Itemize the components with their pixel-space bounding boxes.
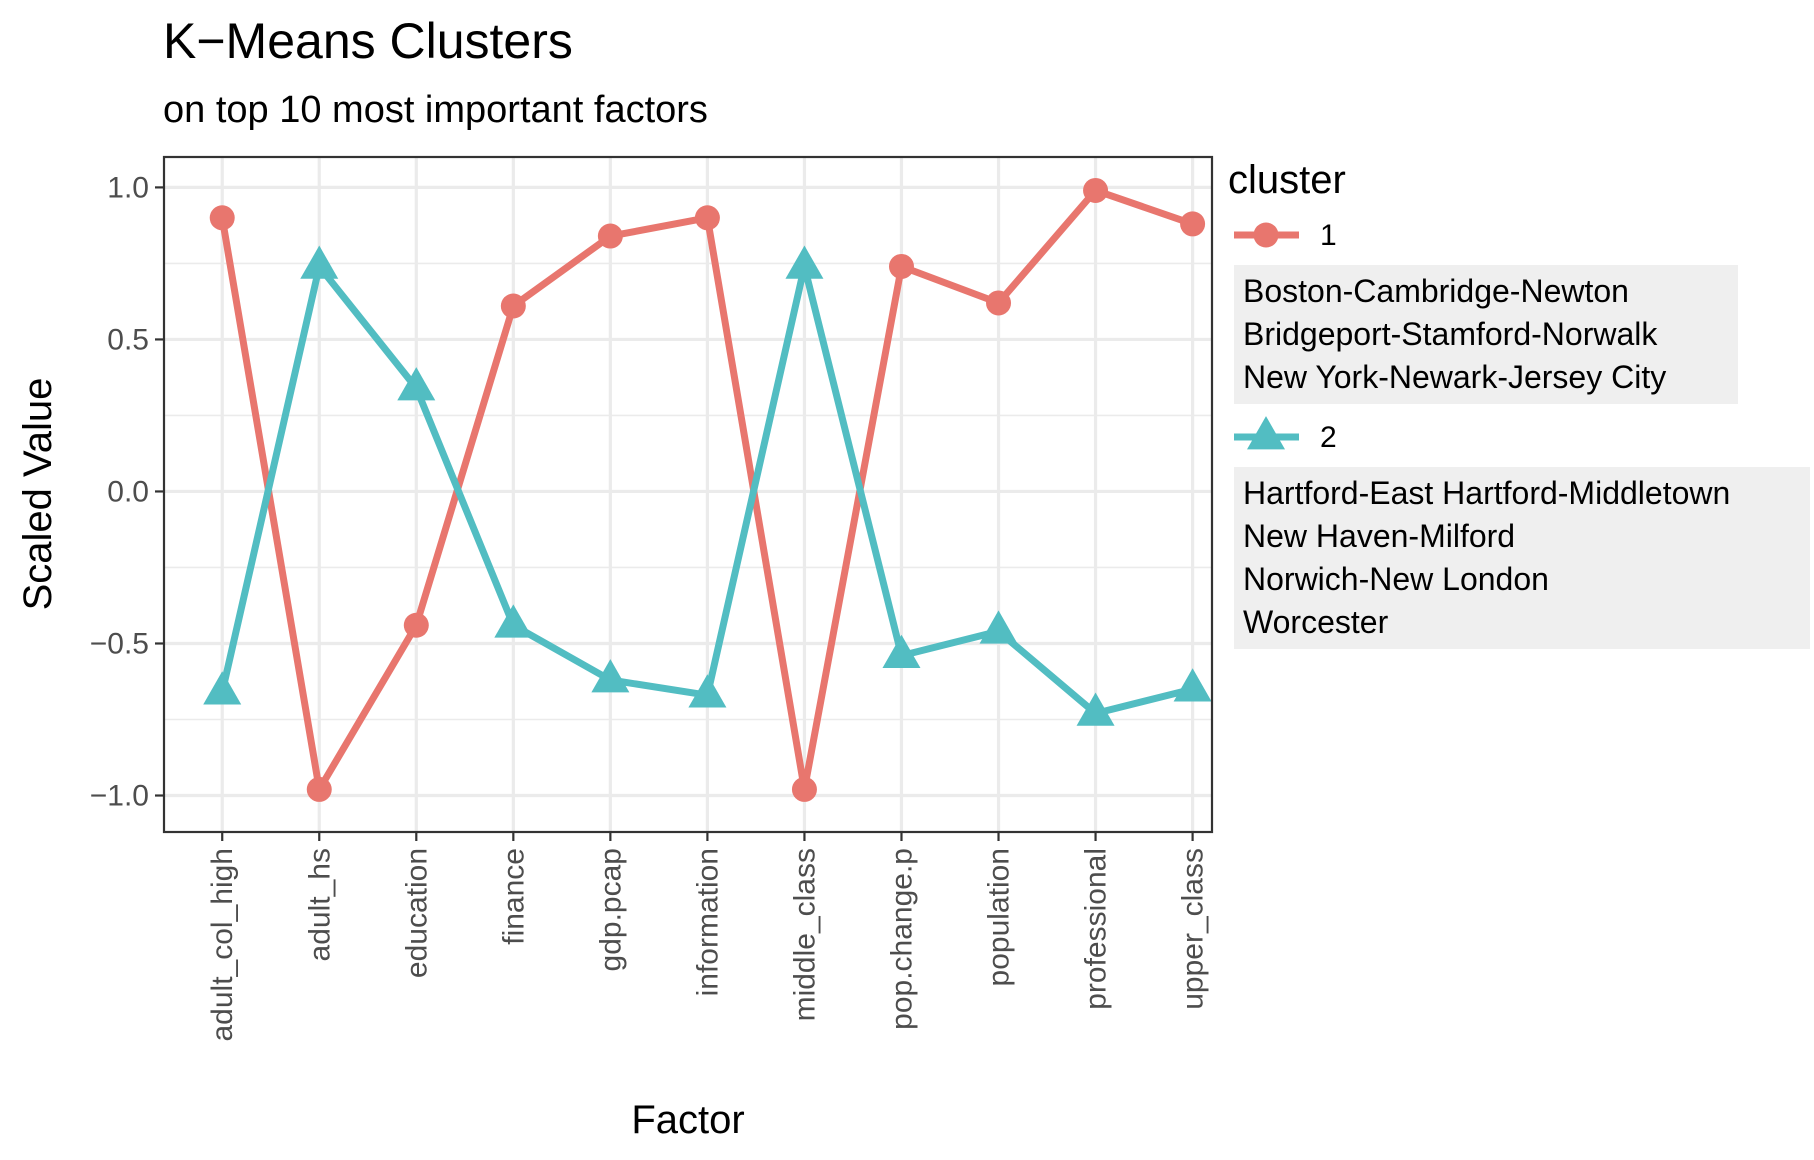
x-tick-label: information [691, 848, 724, 996]
x-tick-label: adult_col_high [206, 848, 239, 1042]
legend-title: cluster [1228, 158, 1346, 202]
legend-key-marker [1247, 416, 1285, 450]
data-point-cluster-1 [403, 612, 429, 638]
x-axis-title: Factor [631, 1098, 744, 1142]
data-point-cluster-1 [694, 205, 720, 231]
chart-title: K−Means Clusters [163, 13, 573, 69]
legend-member-box [1234, 467, 1810, 649]
legend-member-label: Bridgeport-Stamford-Norwalk [1243, 316, 1658, 352]
legend-member-label: Hartford-East Hartford-Middletown [1243, 475, 1730, 511]
data-point-cluster-2 [203, 671, 242, 705]
y-tick-label: −0.5 [90, 627, 149, 660]
data-point-cluster-2 [785, 245, 824, 279]
x-tick-label: finance [497, 848, 530, 945]
y-tick-label: 0.5 [107, 323, 149, 356]
legend-member-box [1234, 265, 1738, 404]
x-tick-label: upper_class [1177, 848, 1210, 1010]
plot-border [162, 155, 1214, 834]
data-point-cluster-2 [1173, 668, 1212, 702]
x-tick-label: population [983, 848, 1016, 986]
x-tick-label: middle_class [788, 848, 821, 1021]
legend-member-label: New York-Newark-Jersey City [1243, 359, 1666, 395]
legend-key-label: 1 [1320, 219, 1337, 252]
data-point-cluster-1 [1180, 211, 1206, 237]
data-point-cluster-2 [591, 659, 630, 693]
legend-member-label: Worcester [1243, 604, 1389, 640]
y-axis: 1.0 0.5 0.0 −0.5 −1.0 [90, 171, 164, 813]
x-tick-label: gdp.pcap [594, 848, 627, 971]
data-point-cluster-1 [209, 205, 235, 231]
series-points [203, 177, 1212, 802]
x-tick-label: pop.change.p [885, 848, 918, 1030]
data-point-cluster-2 [979, 610, 1018, 644]
legend-member-label: New Haven-Milford [1243, 518, 1515, 554]
data-point-cluster-1 [1083, 177, 1109, 203]
legend-key-marker [1253, 222, 1279, 248]
data-point-cluster-1 [791, 776, 817, 802]
legend-key-label: 2 [1320, 421, 1337, 454]
data-point-cluster-2 [300, 245, 339, 279]
x-tick-label: education [400, 848, 433, 978]
x-tick-label: professional [1080, 848, 1113, 1010]
data-point-cluster-2 [494, 604, 533, 638]
legend: cluster 1 Boston-Cambridge-Newton Bridgepo… [1228, 158, 1810, 649]
x-axis: adult_col_high adult_hs education finance gd… [206, 832, 1210, 1042]
chart-subtitle: on top 10 most important factors [163, 89, 708, 131]
y-tick-label: −1.0 [90, 780, 149, 813]
data-point-cluster-2 [1076, 692, 1115, 726]
data-point-cluster-1 [597, 223, 623, 249]
data-point-cluster-2 [688, 674, 727, 708]
data-point-cluster-1 [888, 253, 914, 279]
data-point-cluster-1 [986, 290, 1012, 316]
data-point-cluster-2 [882, 634, 921, 668]
legend-member-label: Norwich-New London [1243, 561, 1549, 597]
y-tick-label: 1.0 [107, 171, 149, 204]
y-tick-label: 0.0 [107, 475, 149, 508]
legend-member-label: Boston-Cambridge-Newton [1243, 273, 1629, 309]
data-point-cluster-1 [306, 776, 332, 802]
x-tick-label: adult_hs [303, 848, 336, 961]
data-point-cluster-1 [500, 293, 526, 319]
data-point-cluster-2 [397, 367, 436, 401]
y-axis-title: Scaled Value [16, 378, 60, 611]
